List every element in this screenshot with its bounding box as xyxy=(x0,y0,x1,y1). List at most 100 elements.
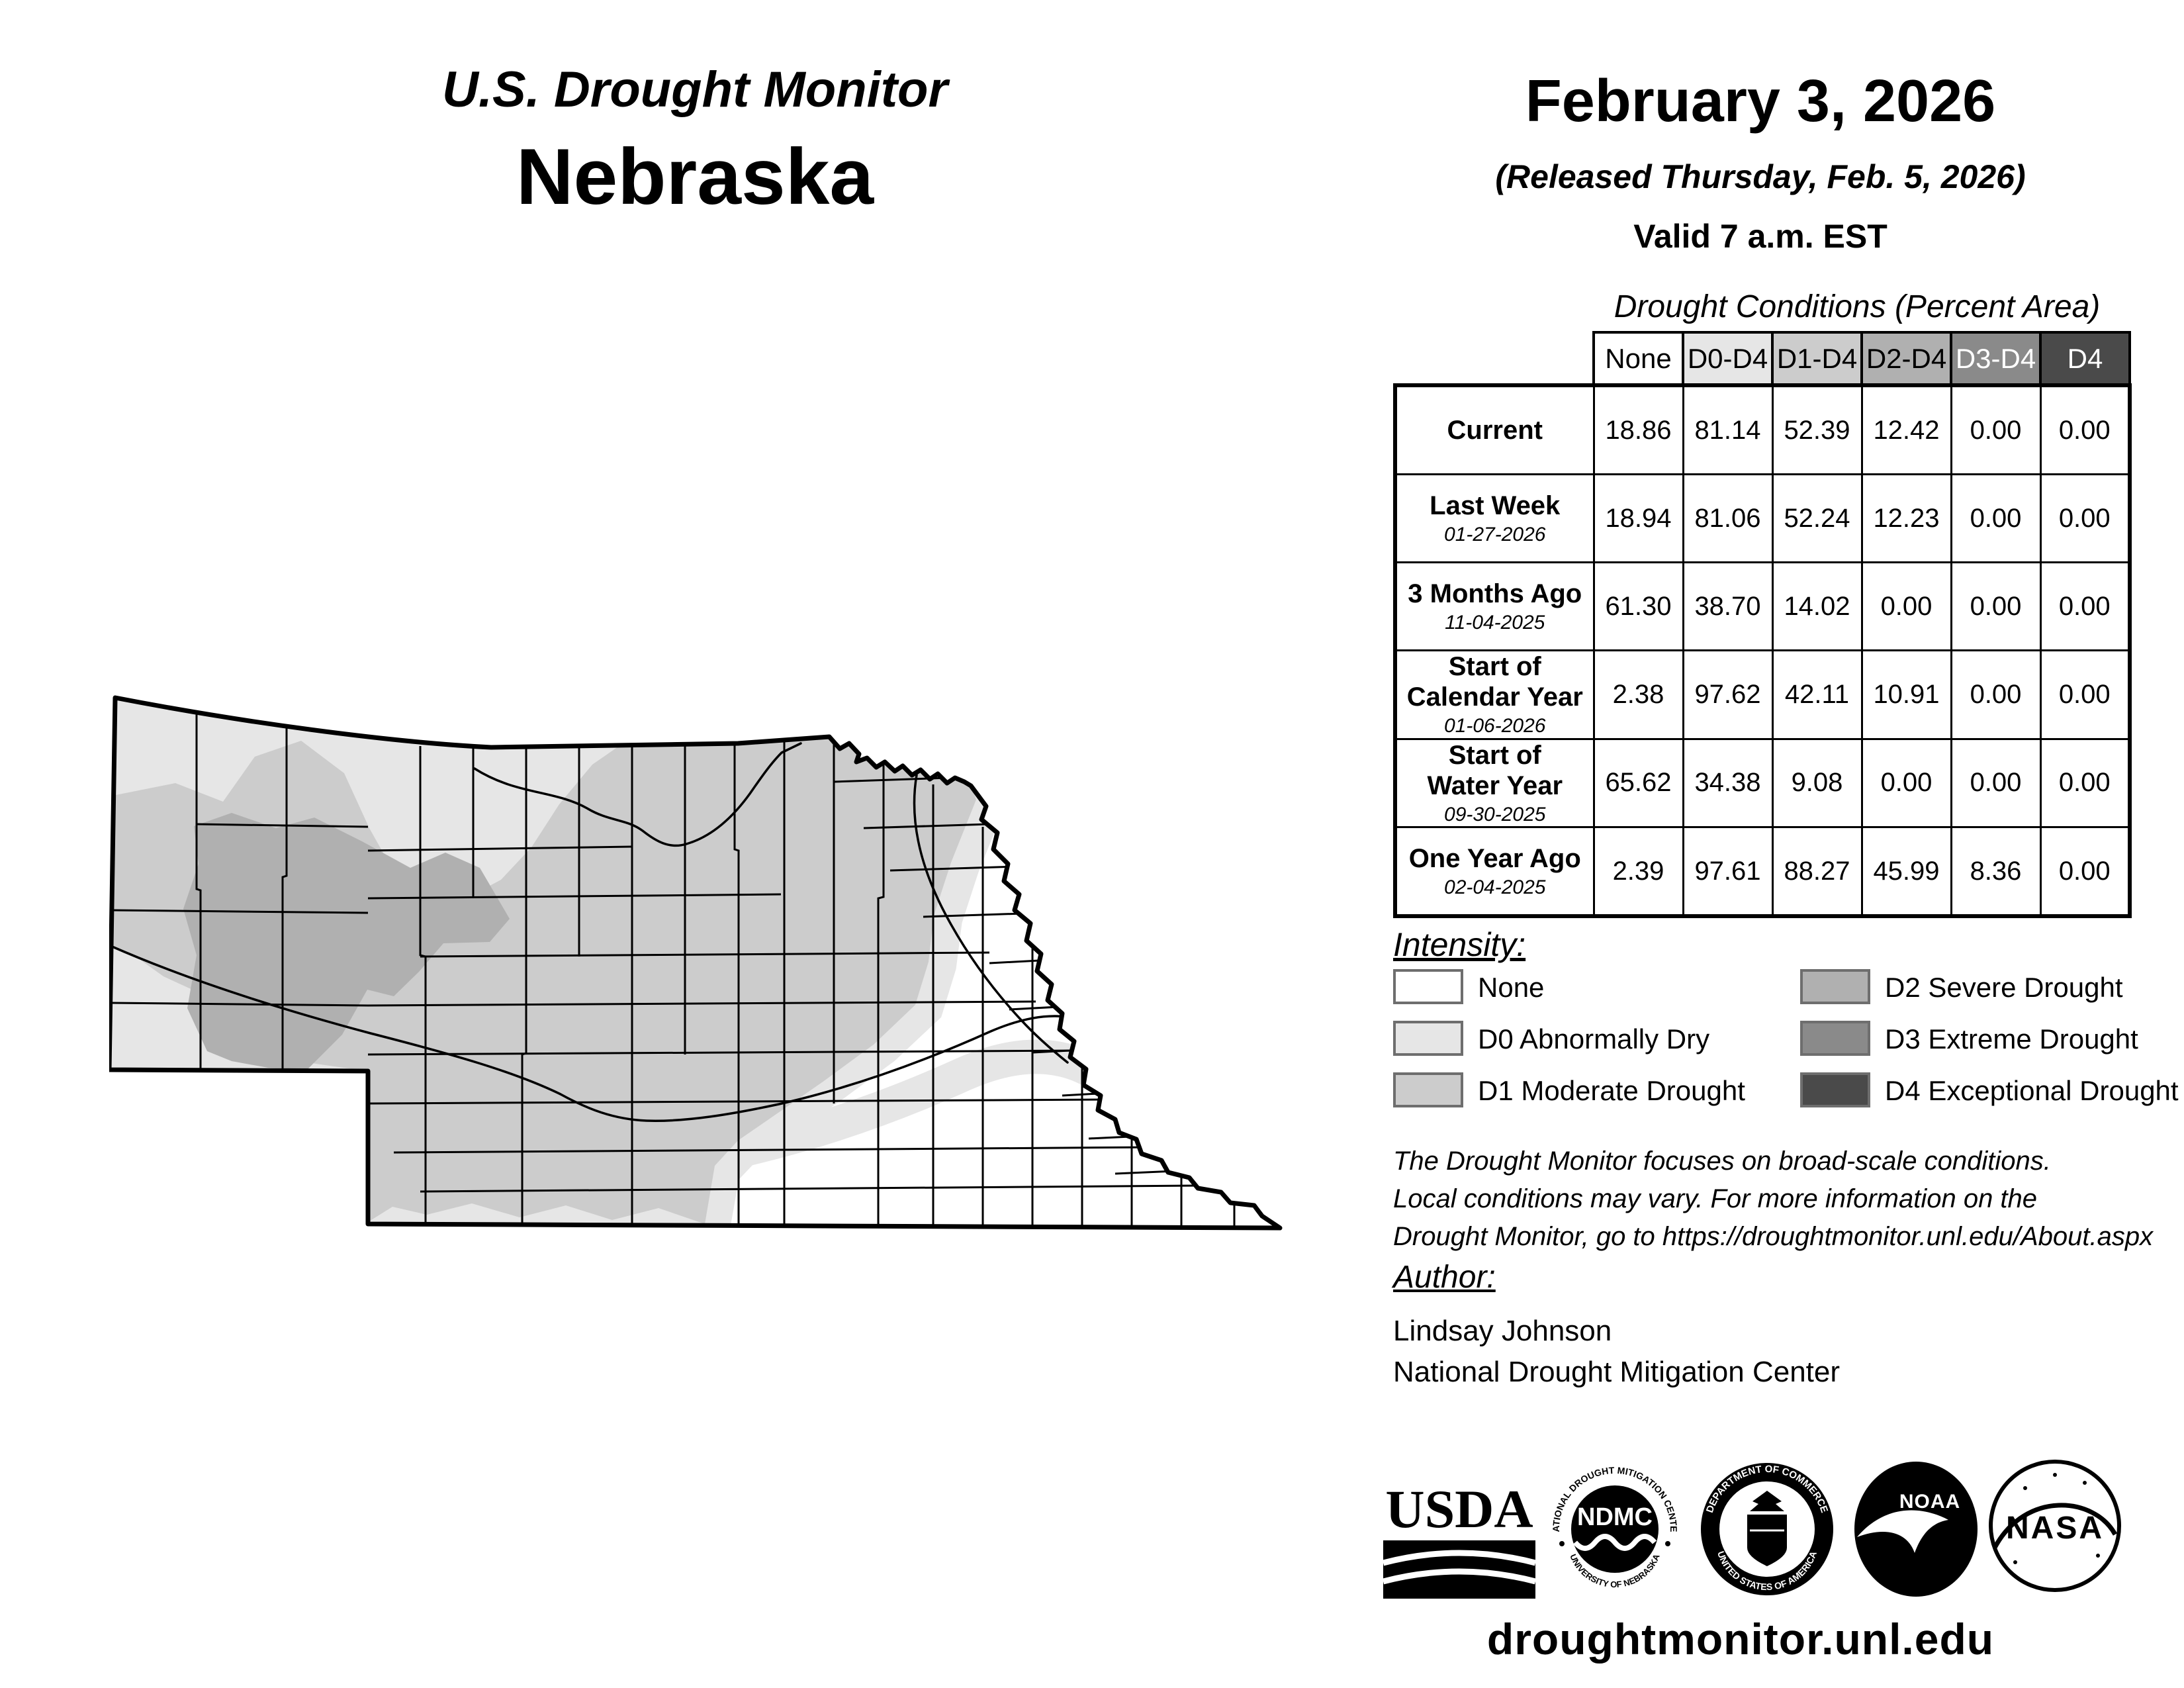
disclaimer-line-3: Drought Monitor, go to https://droughtmo… xyxy=(1393,1221,2154,1251)
legend-label: D2 Severe Drought xyxy=(1885,972,2123,1003)
value-cell: 18.86 xyxy=(1592,383,1684,475)
table-row: 3 Months Ago 11-04-2025 61.30 38.70 14.02 0.0… xyxy=(1393,561,2132,651)
state-name-title: Nebraska xyxy=(516,132,874,221)
disclaimer-line-1: The Drought Monitor focuses on broad-sca… xyxy=(1393,1147,2051,1176)
value-cell: 0.00 xyxy=(2039,473,2132,563)
value-cell: 14.02 xyxy=(1771,561,1863,651)
table-row: One Year Ago 02-04-2025 2.39 97.61 88.27 45.9… xyxy=(1393,826,2132,918)
value-cell: 52.24 xyxy=(1771,473,1863,563)
usda-logo: USDA xyxy=(1383,1479,1535,1599)
row-date: 01-06-2026 xyxy=(1444,715,1546,737)
dept-of-commerce-seal: DEPARTMENT OF COMMERCE UNITED STATES OF … xyxy=(1701,1463,1833,1595)
value-cell: 0.00 xyxy=(2039,649,2132,740)
intensity-legend: None D0 Abnormally Dry D1 Moderate Drought… xyxy=(1393,965,2179,1131)
value-cell: 0.00 xyxy=(2039,737,2132,828)
column-header-d2-d4: D2-D4 xyxy=(1860,331,1952,387)
report-title: U.S. Drought Monitor xyxy=(441,62,948,118)
legend-swatch xyxy=(1800,1072,1870,1107)
table-row: Start of Water Year 09-30-2025 65.62 34.38 9… xyxy=(1393,737,2132,828)
valid-time: Valid 7 a.m. EST xyxy=(1633,218,1888,255)
ndmc-logo: NATIONAL DROUGHT MITIGATION CENTER UNIVE… xyxy=(1542,1456,1679,1589)
ndmc-wordmark: NDMC xyxy=(1577,1503,1653,1531)
nasa-wordmark: NASA xyxy=(2006,1511,2104,1546)
value-cell: 97.61 xyxy=(1682,826,1774,918)
value-cell: 45.99 xyxy=(1860,826,1952,918)
noaa-wordmark: NOAA xyxy=(1899,1491,1960,1513)
column-header-d4: D4 xyxy=(2039,331,2131,387)
legend-label: D1 Moderate Drought xyxy=(1478,1075,1745,1106)
row-label: Current xyxy=(1393,383,1595,475)
value-cell: 0.00 xyxy=(1950,561,2042,651)
footer-url: droughtmonitor.unl.edu xyxy=(1486,1615,1995,1664)
elkhorn-river xyxy=(913,774,1069,1064)
table-header-spacer xyxy=(1395,332,1594,385)
legend-label: None xyxy=(1478,972,1545,1003)
value-cell: 0.00 xyxy=(2039,561,2132,651)
table-row: Current 18.86 81.14 52.39 12.42 0.00 0.00 xyxy=(1393,383,2132,475)
noaa-logo: NOAA xyxy=(1854,1462,1978,1597)
column-header-none: None xyxy=(1592,331,1684,387)
noaa-gull-shape xyxy=(1857,1510,1948,1553)
legend-swatch xyxy=(1393,1072,1463,1107)
author-heading: Author: xyxy=(1393,1260,1496,1295)
nasa-logo: NASA xyxy=(1989,1460,2121,1592)
row-date: 09-30-2025 xyxy=(1444,803,1546,825)
legend-label: D0 Abnormally Dry xyxy=(1478,1023,1710,1055)
row-label: 3 Months Ago 11-04-2025 xyxy=(1393,561,1595,651)
state-outline xyxy=(109,695,1283,1231)
table-row: Last Week 01-27-2026 18.94 81.06 52.24 12.23 0… xyxy=(1393,473,2132,563)
column-header-d0-d4: D0-D4 xyxy=(1682,331,1774,387)
value-cell: 38.70 xyxy=(1682,561,1774,651)
map-date: February 3, 2026 xyxy=(1525,68,1996,134)
value-cell: 0.00 xyxy=(1860,737,1952,828)
value-cell: 10.91 xyxy=(1860,649,1952,740)
value-cell: 0.00 xyxy=(1950,473,2042,563)
row-label: Last Week 01-27-2026 xyxy=(1393,473,1595,563)
value-cell: 81.14 xyxy=(1682,383,1774,475)
value-cell: 9.08 xyxy=(1771,737,1863,828)
row-label: One Year Ago 02-04-2025 xyxy=(1393,826,1595,918)
niobrara-river xyxy=(473,742,802,847)
row-label: Start of Water Year 09-30-2025 xyxy=(1393,737,1595,828)
drought-conditions-table: None D0-D4 D1-D4 D2-D4 D3-D4 D4 Current 18.86 8… xyxy=(1393,331,2132,918)
value-cell: 12.42 xyxy=(1860,383,1952,475)
column-header-d1-d4: D1-D4 xyxy=(1771,331,1863,387)
value-cell: 52.39 xyxy=(1771,383,1863,475)
value-cell: 34.38 xyxy=(1682,737,1774,828)
author-organization: National Drought Mitigation Center xyxy=(1393,1356,1841,1388)
value-cell: 0.00 xyxy=(1950,649,2042,740)
value-cell: 97.62 xyxy=(1682,649,1774,740)
value-cell: 0.00 xyxy=(1860,561,1952,651)
legend-label: D3 Extreme Drought xyxy=(1885,1023,2138,1055)
value-cell: 0.00 xyxy=(2039,826,2132,918)
release-date: (Released Thursday, Feb. 5, 2026) xyxy=(1495,158,2026,195)
usda-wordmark: USDA xyxy=(1385,1479,1533,1539)
table-row: Start of Calendar Year 01-06-2026 2.38 97.6… xyxy=(1393,649,2132,740)
map-d0-platte-corridor xyxy=(721,1039,1116,1171)
row-date: 11-04-2025 xyxy=(1445,611,1545,633)
value-cell: 81.06 xyxy=(1682,473,1774,563)
legend-label: D4 Exceptional Drought xyxy=(1885,1075,2179,1106)
value-cell: 0.00 xyxy=(2039,383,2132,475)
legend-swatch xyxy=(1800,1021,1870,1056)
legend-swatch xyxy=(1393,1021,1463,1056)
value-cell: 12.23 xyxy=(1860,473,1952,563)
table-header-row: None D0-D4 D1-D4 D2-D4 D3-D4 D4 xyxy=(1395,331,2131,387)
value-cell: 42.11 xyxy=(1771,649,1863,740)
legend-swatch xyxy=(1393,969,1463,1004)
column-header-d3-d4: D3-D4 xyxy=(1950,331,2042,387)
value-cell: 0.00 xyxy=(1950,737,2042,828)
value-cell: 0.00 xyxy=(1950,383,2042,475)
table-title: Drought Conditions (Percent Area) xyxy=(1614,289,2101,324)
value-cell: 2.39 xyxy=(1592,826,1684,918)
value-cell: 65.62 xyxy=(1592,737,1684,828)
value-cell: 2.38 xyxy=(1592,649,1684,740)
nebraska-drought-map xyxy=(109,695,1283,1231)
legend-swatch xyxy=(1800,969,1870,1004)
intensity-heading: Intensity: xyxy=(1393,926,1526,963)
value-cell: 61.30 xyxy=(1592,561,1684,651)
row-label: Start of Calendar Year 01-06-2026 xyxy=(1393,649,1595,740)
disclaimer-text: The Drought Monitor focuses on broad-sca… xyxy=(1393,1143,2154,1255)
doc-eagle-emblem xyxy=(1750,1491,1784,1511)
nasa-orbit-swoosh xyxy=(1992,1503,2118,1549)
